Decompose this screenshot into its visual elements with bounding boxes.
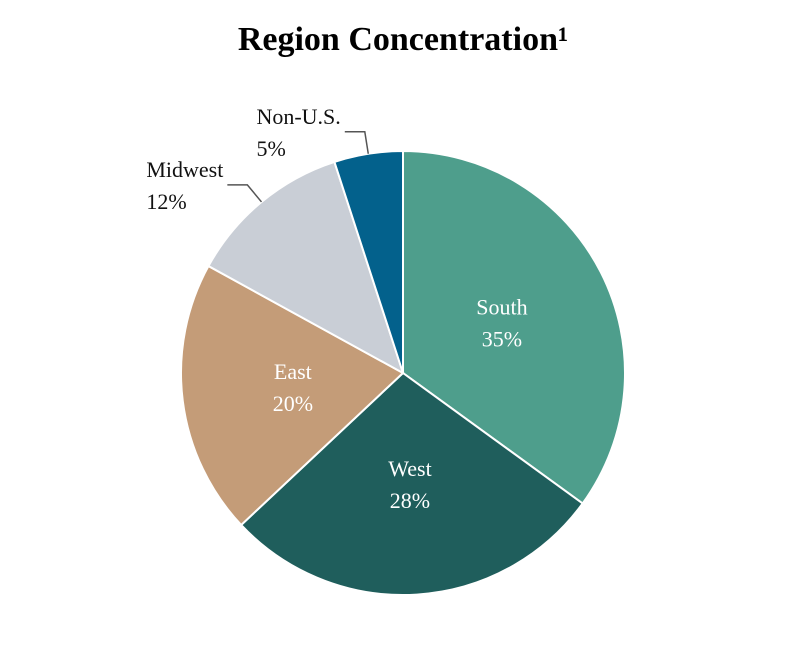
slice-value: 20%	[273, 391, 313, 416]
chart-title: Region Concentration¹	[238, 21, 568, 58]
slice-value: 35%	[482, 327, 522, 352]
slice-label: Midwest	[146, 157, 223, 182]
leader-line	[227, 184, 263, 203]
slice-value: 28%	[390, 488, 430, 513]
slice-value: 5%	[256, 136, 285, 161]
pie-slice	[239, 371, 584, 596]
slice-label: Non-U.S.	[256, 104, 340, 129]
leader-line	[344, 131, 370, 154]
pie-slice	[402, 149, 626, 505]
slice-label: East	[274, 359, 312, 384]
slice-label: South	[476, 295, 527, 320]
slice-value: 12%	[146, 189, 186, 214]
slice-label: West	[388, 456, 431, 481]
pie-slice	[180, 264, 405, 527]
